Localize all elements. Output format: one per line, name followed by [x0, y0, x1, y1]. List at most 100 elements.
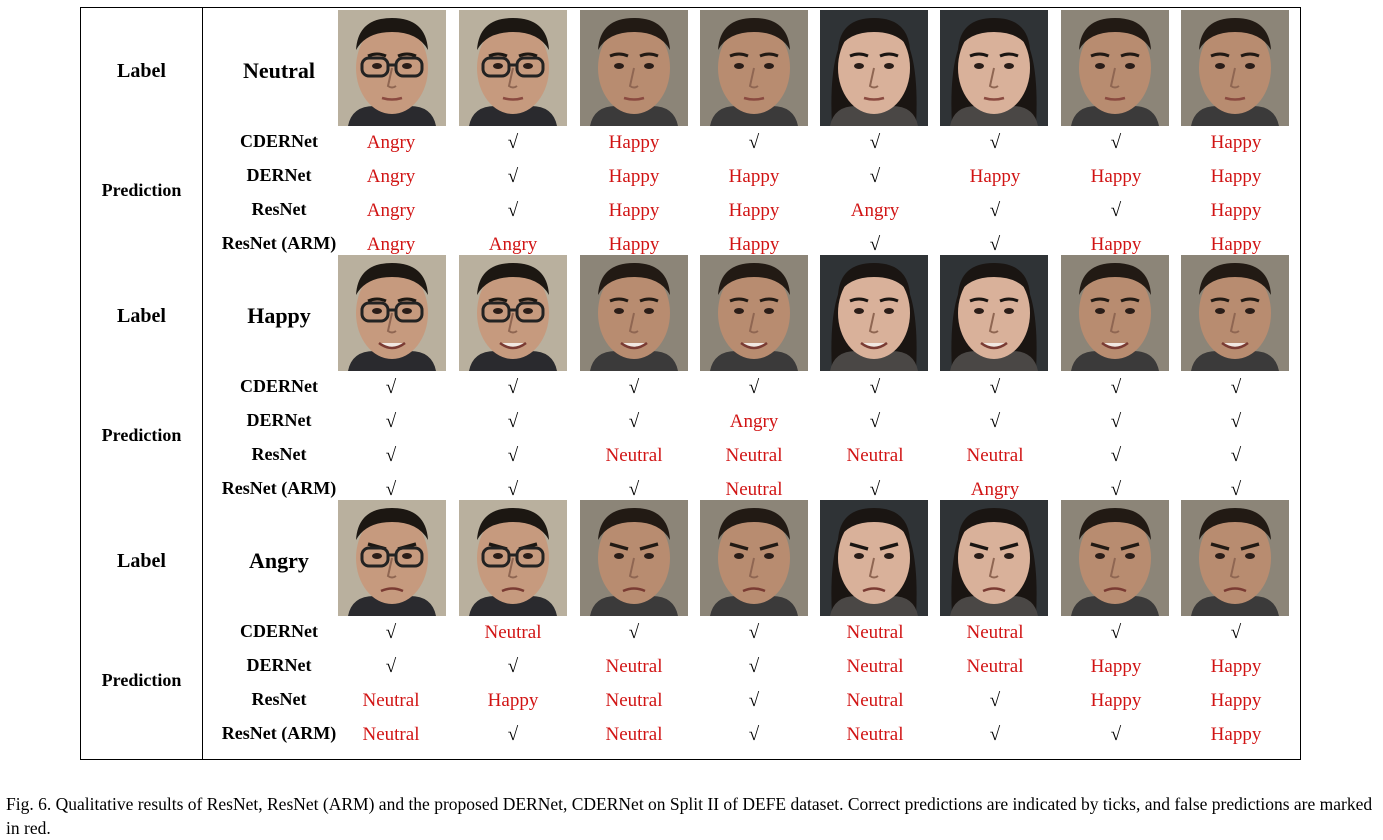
wrong-prediction: Angry	[366, 234, 416, 255]
face-image	[580, 10, 688, 126]
model-name: DERNet	[246, 410, 312, 430]
wrong-prediction: Angry	[366, 166, 416, 187]
wrong-prediction: Happy	[969, 166, 1021, 187]
wrong-prediction: Happy	[608, 166, 660, 187]
wrong-prediction: Neutral	[605, 690, 663, 711]
correct-tick: √	[869, 132, 881, 153]
wrong-prediction: Happy	[1090, 656, 1142, 677]
wrong-prediction: Neutral	[966, 622, 1024, 643]
correct-tick: √	[385, 622, 397, 643]
correct-tick: √	[385, 377, 397, 398]
block-angry: Label Prediction Angry	[81, 498, 1300, 746]
wrong-prediction: Angry	[366, 132, 416, 153]
face-image	[338, 10, 446, 126]
wrong-prediction: Happy	[1210, 132, 1262, 153]
model-name: ResNet	[251, 199, 307, 219]
wrong-prediction: Happy	[1210, 724, 1262, 745]
wrong-prediction: Neutral	[846, 622, 904, 643]
model-name: CDERNet	[240, 621, 318, 641]
wrong-prediction: Neutral	[605, 656, 663, 677]
label-header: Label	[117, 550, 166, 572]
ground-truth-label: Neutral	[242, 58, 316, 83]
correct-tick: √	[748, 690, 760, 711]
correct-tick: √	[385, 656, 397, 677]
correct-tick: √	[507, 411, 519, 432]
wrong-prediction: Happy	[1090, 690, 1142, 711]
correct-tick: √	[989, 132, 1001, 153]
correct-tick: √	[507, 377, 519, 398]
correct-tick: √	[507, 200, 519, 221]
wrong-prediction: Happy	[1210, 166, 1262, 187]
correct-tick: √	[989, 234, 1001, 255]
face-image	[940, 10, 1048, 126]
face-image	[459, 500, 567, 616]
model-name: DERNet	[246, 165, 312, 185]
wrong-prediction: Neutral	[362, 724, 420, 745]
correct-tick: √	[385, 479, 397, 500]
correct-tick: √	[507, 656, 519, 677]
wrong-prediction: Happy	[728, 234, 780, 255]
wrong-prediction: Neutral	[846, 724, 904, 745]
prediction-header: Prediction	[101, 670, 182, 690]
correct-tick: √	[748, 724, 760, 745]
correct-tick: √	[628, 377, 640, 398]
correct-tick: √	[748, 377, 760, 398]
model-name: ResNet	[251, 689, 307, 709]
correct-tick: √	[507, 132, 519, 153]
face-image	[820, 255, 928, 371]
face-image	[1181, 10, 1289, 126]
correct-tick: √	[869, 377, 881, 398]
ground-truth-label: Happy	[247, 303, 311, 328]
wrong-prediction: Neutral	[725, 479, 783, 500]
wrong-prediction: Happy	[1090, 234, 1142, 255]
model-name: CDERNet	[240, 131, 318, 151]
wrong-prediction: Neutral	[484, 622, 542, 643]
face-image	[940, 500, 1048, 616]
face-image	[459, 10, 567, 126]
correct-tick: √	[1110, 200, 1122, 221]
correct-tick: √	[1230, 411, 1242, 432]
face-image	[700, 500, 808, 616]
correct-tick: √	[869, 234, 881, 255]
prediction-header: Prediction	[101, 180, 182, 200]
face-image	[580, 500, 688, 616]
wrong-prediction: Happy	[1210, 200, 1262, 221]
block-neutral: Label Prediction Neutral	[81, 8, 1300, 256]
correct-tick: √	[1110, 445, 1122, 466]
correct-tick: √	[507, 479, 519, 500]
correct-tick: √	[989, 377, 1001, 398]
wrong-prediction: Happy	[1090, 166, 1142, 187]
wrong-prediction: Angry	[729, 411, 779, 432]
wrong-prediction: Neutral	[966, 445, 1024, 466]
model-name: ResNet	[251, 444, 307, 464]
qualitative-results-figure: Label Prediction Neutral	[80, 7, 1301, 760]
face-image	[1061, 10, 1169, 126]
model-name: DERNet	[246, 655, 312, 675]
prediction-header: Prediction	[101, 425, 182, 445]
correct-tick: √	[1110, 622, 1122, 643]
correct-tick: √	[385, 445, 397, 466]
correct-tick: √	[989, 724, 1001, 745]
wrong-prediction: Happy	[1210, 234, 1262, 255]
face-row	[338, 500, 1293, 618]
wrong-prediction: Happy	[487, 690, 539, 711]
correct-tick: √	[869, 479, 881, 500]
wrong-prediction: Happy	[608, 132, 660, 153]
correct-tick: √	[1110, 479, 1122, 500]
wrong-prediction: Neutral	[846, 445, 904, 466]
correct-tick: √	[1230, 377, 1242, 398]
correct-tick: √	[628, 622, 640, 643]
face-image	[700, 255, 808, 371]
wrong-prediction: Happy	[608, 200, 660, 221]
correct-tick: √	[869, 166, 881, 187]
correct-tick: √	[507, 166, 519, 187]
correct-tick: √	[507, 724, 519, 745]
face-row	[338, 255, 1293, 373]
face-image	[580, 255, 688, 371]
face-image	[700, 10, 808, 126]
wrong-prediction: Neutral	[725, 445, 783, 466]
face-row	[338, 10, 1293, 128]
wrong-prediction: Angry	[488, 234, 538, 255]
correct-tick: √	[1230, 622, 1242, 643]
face-image	[338, 500, 446, 616]
